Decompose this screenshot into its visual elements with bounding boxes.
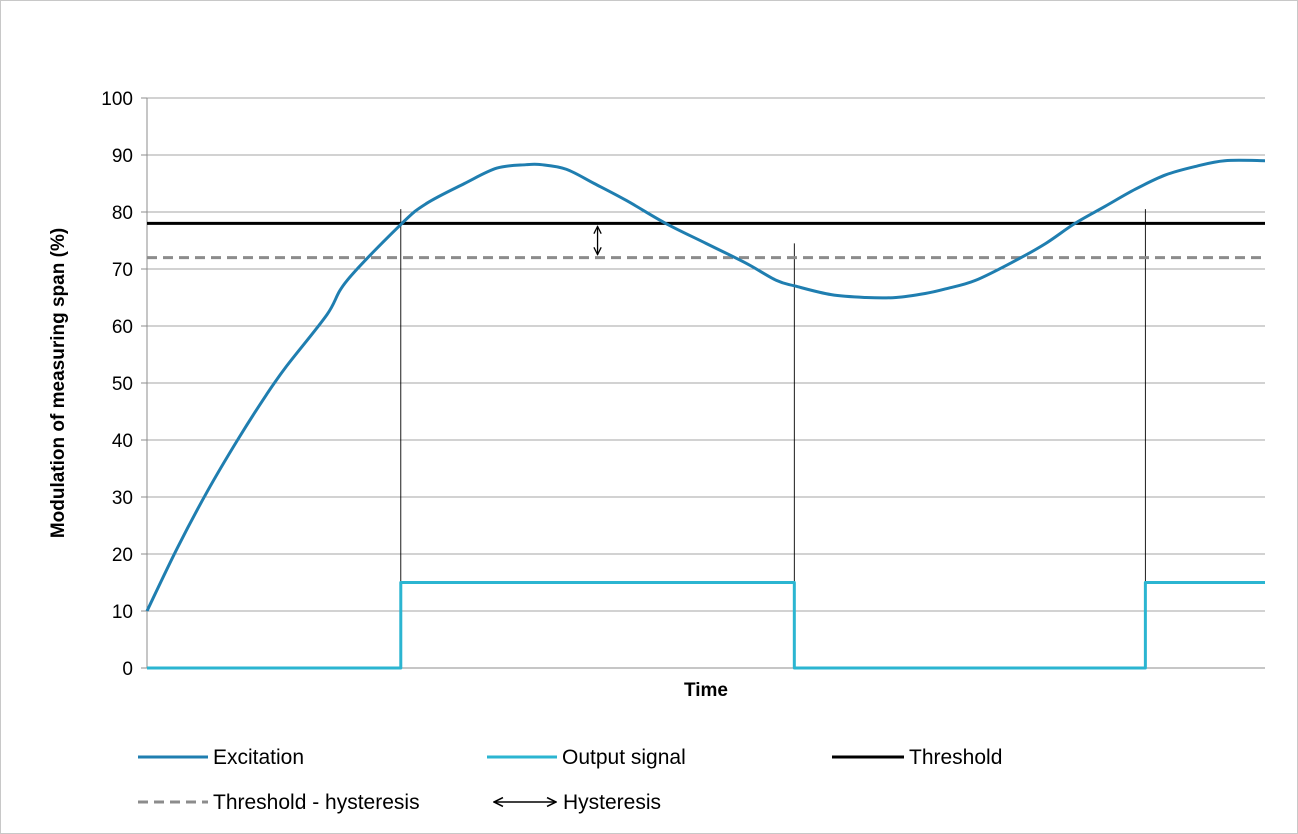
x-axis-title: Time bbox=[684, 680, 728, 701]
y-tick-label: 40 bbox=[112, 431, 133, 452]
y-tick-label: 10 bbox=[112, 602, 133, 623]
y-tick-label: 70 bbox=[112, 260, 133, 281]
legend-label: Threshold bbox=[909, 746, 1002, 769]
grid-lines bbox=[147, 97, 1265, 612]
legend: Excitation Output signal Threshold Threshol… bbox=[138, 746, 1002, 814]
y-tick-label: 80 bbox=[112, 203, 133, 224]
y-tick-label: 20 bbox=[112, 545, 133, 566]
legend-item-threshold: Threshold bbox=[832, 746, 1002, 769]
legend-label: Excitation bbox=[213, 746, 304, 769]
legend-item-threshold-hysteresis: Threshold - hysteresis bbox=[138, 791, 420, 814]
y-tick-label: 90 bbox=[112, 146, 133, 167]
y-tick-label: 30 bbox=[112, 488, 133, 509]
y-tick-label: 0 bbox=[122, 659, 133, 680]
legend-label: Threshold - hysteresis bbox=[213, 791, 420, 814]
y-tick-label: 50 bbox=[112, 374, 133, 395]
legend-item-output-signal: Output signal bbox=[487, 746, 686, 769]
legend-item-excitation: Excitation bbox=[138, 746, 304, 769]
tick-labels: 0 10 20 30 40 50 60 70 80 90 100 bbox=[101, 89, 133, 680]
legend-label: Output signal bbox=[562, 746, 686, 769]
legend-item-hysteresis: Hysteresis bbox=[494, 791, 661, 814]
y-axis-title: Modulation of measuring span (%) bbox=[48, 228, 69, 538]
series-output-signal bbox=[147, 581, 1265, 670]
series-excitation bbox=[145, 158, 1266, 612]
y-tick-label: 60 bbox=[112, 317, 133, 338]
y-tick-label: 100 bbox=[101, 89, 133, 110]
legend-label: Hysteresis bbox=[563, 791, 661, 814]
series-layer bbox=[145, 158, 1266, 670]
